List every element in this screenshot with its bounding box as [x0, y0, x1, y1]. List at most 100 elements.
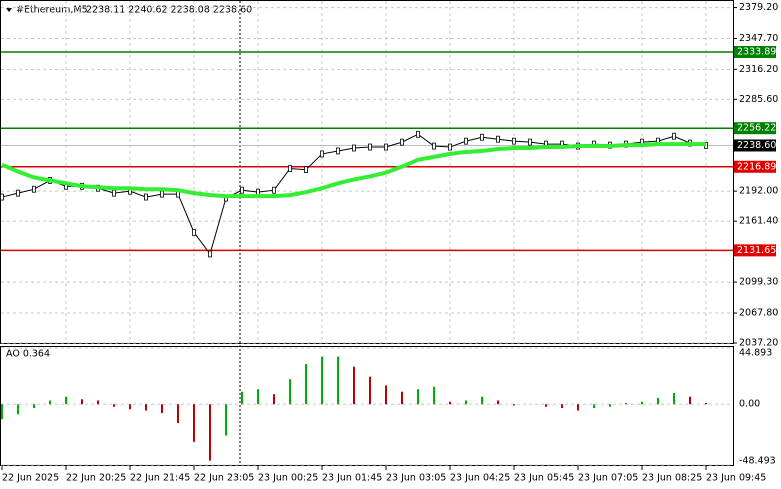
ao-bar: [1, 404, 3, 420]
ao-bar: [49, 400, 51, 405]
ao-bar: [545, 404, 547, 407]
quote: 2238.11 2240.62 2238.08 2238.60: [86, 5, 252, 16]
ao-bar: [97, 400, 99, 405]
candle: [448, 143, 452, 151]
last-price-tag: [734, 139, 776, 152]
candle: [288, 165, 292, 173]
candle: [320, 150, 324, 158]
ao-bar: [321, 356, 323, 405]
x-tick-label: 23 Jun 04:25: [450, 473, 510, 484]
y-tick-label: 2192.00: [739, 186, 778, 197]
candle: [400, 138, 404, 146]
candle: [464, 137, 468, 145]
ao-bar: [449, 401, 451, 405]
ao-bar: [273, 394, 275, 405]
candle: [512, 137, 516, 145]
candle: [272, 186, 276, 194]
ao-bar: [209, 404, 211, 461]
ao-bar: [385, 385, 387, 405]
ao-bar: [33, 404, 35, 409]
last-price-label: 2238.60: [737, 140, 776, 151]
ao-bar: [369, 376, 371, 405]
x-tick-label: 23 Jun 07:05: [578, 473, 638, 484]
ao-bar: [193, 404, 195, 442]
x-tick-label: 23 Jun 08:25: [642, 473, 702, 484]
ao-bar: [625, 402, 627, 405]
candle: [0, 193, 4, 201]
ao-bar: [161, 404, 163, 414]
x-tick-label: 22 Jun 21:45: [130, 473, 190, 484]
candle: [160, 190, 164, 198]
y-tick-label: 2037.20: [739, 338, 778, 349]
ao-bar: [593, 404, 595, 409]
y-tick-label: 2379.20: [739, 2, 778, 13]
ao-bar: [289, 379, 291, 405]
ao-bar: [305, 364, 307, 405]
ao-bar: [705, 402, 707, 405]
ao-bar: [257, 389, 259, 405]
ao-bar: [577, 404, 579, 411]
ao-bar: [145, 404, 147, 411]
indicator-title: AO 0.364: [6, 349, 50, 360]
candle: [672, 132, 676, 140]
ao-bar: [81, 399, 83, 405]
level-tag: [734, 122, 776, 135]
ao-bar: [337, 356, 339, 405]
ao-bar: [641, 401, 643, 405]
symbol: #Ethereum,M5: [16, 5, 88, 16]
moving-average: [1, 142, 706, 199]
price-panel: [0, 0, 734, 344]
candle: [480, 133, 484, 141]
ao-bar: [241, 391, 243, 405]
x-tick-label: 23 Jun 00:25: [258, 473, 318, 484]
ao-bar: [609, 404, 611, 407]
level-label: 2256.22: [737, 123, 776, 134]
candle: [432, 142, 436, 150]
level-label: 2333.89: [737, 47, 776, 58]
candle: [336, 147, 340, 155]
x-tick-label: 22 Jun 2025: [2, 473, 59, 484]
y-tick-label: 2347.70: [739, 33, 778, 44]
ao-bar: [689, 396, 691, 405]
x-tick-label: 23 Jun 01:45: [322, 473, 382, 484]
candle: [192, 228, 196, 236]
candle: [528, 138, 532, 146]
ao-bar: [129, 404, 131, 410]
x-tick-label: 22 Jun 23:05: [194, 473, 254, 484]
candle: [352, 144, 356, 152]
ao-bar: [433, 386, 435, 405]
candle: [112, 189, 116, 197]
y-tick-label: 2316.20: [739, 64, 778, 75]
ao-bar: [225, 404, 227, 436]
candle: [368, 143, 372, 151]
y-tick-label: 2161.40: [739, 216, 778, 227]
level-label: 2216.89: [737, 161, 776, 172]
candle: [144, 193, 148, 201]
candle: [240, 186, 244, 194]
y-tick-label: 0.00: [739, 399, 760, 410]
ao-bar: [561, 404, 563, 409]
x-tick-label: 23 Jun 03:05: [386, 473, 446, 484]
level-label: 2131.65: [737, 245, 776, 256]
ao-bar: [465, 400, 467, 405]
y-tick-label: 44.893: [739, 348, 772, 359]
level-tag: [734, 160, 776, 173]
y-tick-label: -48.493: [739, 456, 776, 467]
ao-bar: [417, 389, 419, 405]
indicator-panel: [0, 346, 734, 466]
x-tick-label: 23 Jun 09:45: [706, 473, 766, 484]
level-tag: [734, 46, 776, 59]
level-tag: [734, 244, 776, 257]
x-tick-label: 23 Jun 05:45: [514, 473, 574, 484]
ao-bar: [65, 396, 67, 405]
candle: [304, 166, 308, 173]
ao-bar: [353, 366, 355, 405]
y-tick-label: 2067.80: [739, 307, 778, 318]
ao-bar: [17, 404, 19, 415]
ao-bar: [481, 396, 483, 405]
ao-bar: [401, 391, 403, 405]
candle: [416, 130, 420, 138]
candle: [32, 185, 36, 193]
candle: [384, 143, 388, 151]
